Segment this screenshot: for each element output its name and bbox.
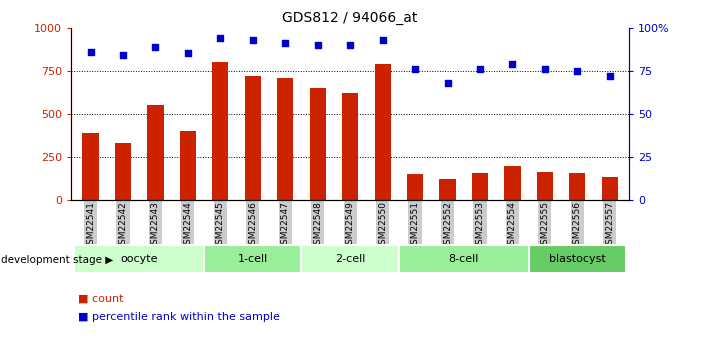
Text: ■ count: ■ count [78, 294, 124, 303]
Text: oocyte: oocyte [120, 254, 158, 264]
Bar [570, 172, 585, 200]
Point [150, 44, 161, 49]
Point [572, 68, 583, 73]
Point [279, 40, 291, 46]
Bar [602, 177, 618, 200]
Bar [439, 179, 456, 200]
Bar [342, 93, 358, 200]
Point [215, 35, 226, 41]
Point [377, 37, 388, 42]
Text: development stage ▶: development stage ▶ [1, 256, 114, 265]
Title: GDS812 / 94066_at: GDS812 / 94066_at [282, 11, 418, 25]
Text: 2-cell: 2-cell [335, 254, 365, 264]
Bar [504, 166, 520, 200]
FancyBboxPatch shape [204, 245, 301, 273]
Bar [147, 105, 164, 200]
Bar [213, 62, 228, 200]
Bar [82, 133, 99, 200]
Point [85, 49, 96, 55]
FancyBboxPatch shape [75, 245, 204, 273]
FancyBboxPatch shape [529, 245, 626, 273]
Point [117, 52, 129, 58]
Point [410, 66, 421, 72]
Bar [407, 174, 423, 200]
Bar [180, 131, 196, 200]
Point [182, 51, 193, 56]
Point [507, 61, 518, 67]
Text: 1-cell: 1-cell [237, 254, 268, 264]
FancyBboxPatch shape [399, 245, 529, 273]
Bar [375, 64, 391, 200]
Point [312, 42, 324, 48]
Bar [115, 143, 131, 200]
FancyBboxPatch shape [301, 245, 399, 273]
Point [442, 80, 453, 86]
Text: blastocyst: blastocyst [549, 254, 606, 264]
Point [345, 42, 356, 48]
Text: 8-cell: 8-cell [449, 254, 479, 264]
Bar [309, 88, 326, 200]
Bar [245, 76, 261, 200]
Point [247, 37, 259, 42]
Point [604, 73, 616, 79]
Text: ■ percentile rank within the sample: ■ percentile rank within the sample [78, 313, 280, 322]
Bar [472, 172, 488, 200]
Bar [537, 171, 553, 200]
Point [474, 66, 486, 72]
Bar [277, 78, 294, 200]
Point [539, 66, 550, 72]
